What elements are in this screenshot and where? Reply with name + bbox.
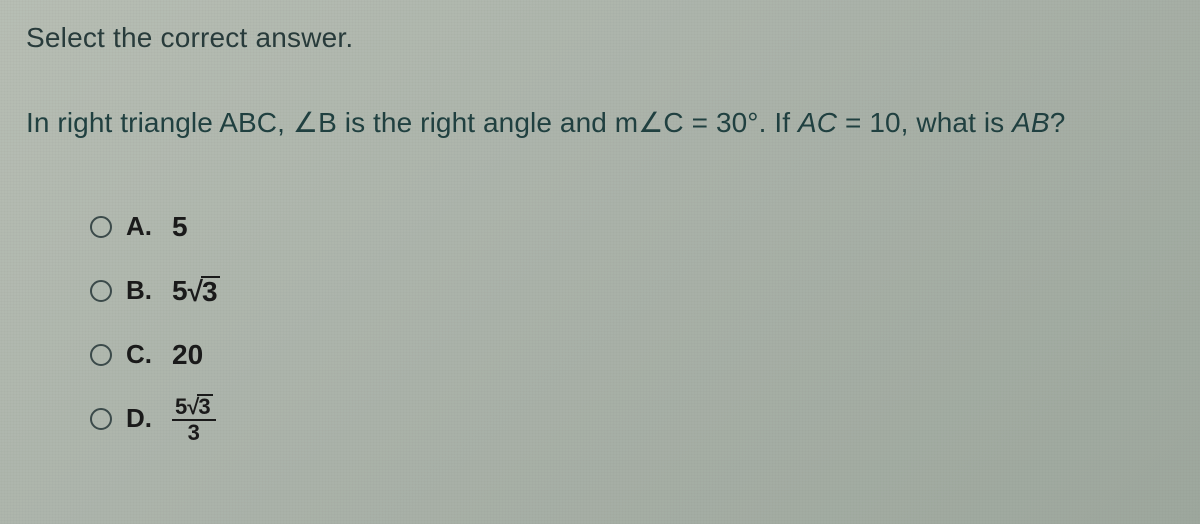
choice-b-radicand: 3 xyxy=(201,276,220,306)
prompt-b: B xyxy=(318,107,337,138)
fraction-d: 5√3 3 xyxy=(172,393,216,445)
sqrt-b: √3 xyxy=(188,276,220,306)
question-prompt: In right triangle ABC, ∠B is the right a… xyxy=(26,104,1174,142)
prompt-ab: AB xyxy=(1012,107,1050,138)
choice-c-letter: C. xyxy=(126,339,172,370)
choice-d-value: 5√3 3 xyxy=(172,393,216,445)
angle-symbol-1: ∠ xyxy=(293,107,318,138)
choice-a[interactable]: A. 5 xyxy=(90,198,1174,256)
prompt-qmark: ? xyxy=(1050,107,1066,138)
radio-a[interactable] xyxy=(90,216,112,238)
radio-b[interactable] xyxy=(90,280,112,302)
prompt-part1: In right triangle ABC, xyxy=(26,107,293,138)
prompt-ac: AC xyxy=(798,107,837,138)
prompt-part3: = 30°. If xyxy=(684,107,798,138)
prompt-part4: = 10, what is xyxy=(837,107,1012,138)
choice-b-letter: B. xyxy=(126,275,172,306)
choice-d-num-coeff: 5 xyxy=(175,394,187,419)
choice-d-letter: D. xyxy=(126,403,172,434)
choices-group: A. 5 B. 5√3 C. 20 D. 5√3 xyxy=(26,198,1174,448)
prompt-part2: is the right angle and m xyxy=(337,107,638,138)
prompt-c: C xyxy=(663,107,683,138)
choice-b-coeff: 5 xyxy=(172,275,188,307)
choice-c[interactable]: C. 20 xyxy=(90,326,1174,384)
choice-c-value: 20 xyxy=(172,339,203,371)
question-container: Select the correct answer. In right tria… xyxy=(0,0,1200,448)
angle-symbol-2: ∠ xyxy=(638,107,663,138)
radio-c[interactable] xyxy=(90,344,112,366)
choice-a-letter: A. xyxy=(126,211,172,242)
fraction-d-num: 5√3 xyxy=(172,393,216,419)
fraction-d-den: 3 xyxy=(185,421,203,445)
choice-b-value: 5√3 xyxy=(172,275,220,307)
radio-d[interactable] xyxy=(90,408,112,430)
sqrt-d: √3 xyxy=(187,394,212,418)
choice-d-num-radicand: 3 xyxy=(197,394,212,418)
choice-d[interactable]: D. 5√3 3 xyxy=(90,390,1174,448)
choice-a-value: 5 xyxy=(172,211,188,243)
instruction-text: Select the correct answer. xyxy=(26,22,1174,54)
choice-b[interactable]: B. 5√3 xyxy=(90,262,1174,320)
